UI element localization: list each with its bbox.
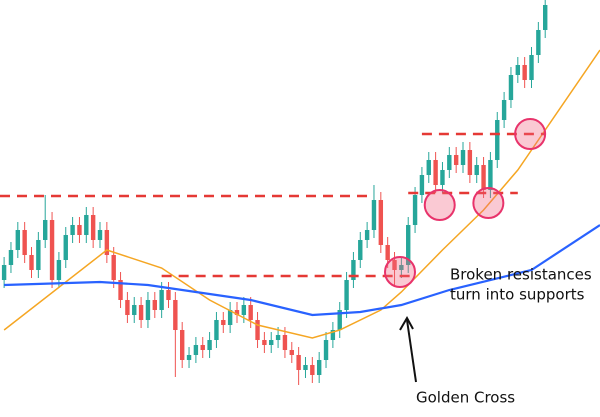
candle-body xyxy=(371,200,377,230)
candle-body xyxy=(234,310,240,315)
candle-body xyxy=(426,160,431,175)
highlight xyxy=(384,256,416,288)
candle-body xyxy=(70,225,75,235)
candle-body xyxy=(364,230,370,240)
candle-body xyxy=(84,215,89,235)
candle-body xyxy=(316,360,322,375)
candle-body xyxy=(385,245,390,260)
candle-body xyxy=(77,225,82,235)
candle-body xyxy=(310,365,315,375)
candle-body xyxy=(303,365,308,370)
plot-area xyxy=(0,0,600,385)
candle-body xyxy=(8,250,14,265)
candle-body xyxy=(63,235,68,260)
candle-body xyxy=(460,150,466,165)
candle-body xyxy=(132,305,137,315)
candle-body xyxy=(125,300,130,315)
candle-body xyxy=(330,330,336,340)
candle-body xyxy=(15,230,21,250)
candle-body xyxy=(36,240,41,270)
candle-body xyxy=(344,280,349,310)
candle-body xyxy=(412,195,418,225)
candle-body xyxy=(166,290,171,300)
candle-body xyxy=(440,170,445,185)
candle-body xyxy=(433,160,438,185)
candle-body xyxy=(138,305,144,320)
candle-body xyxy=(378,200,384,245)
candle-body xyxy=(248,305,253,320)
candle-body xyxy=(56,260,62,280)
arrow-head xyxy=(399,315,414,331)
candle-body xyxy=(214,320,219,340)
candle-body xyxy=(495,120,500,160)
candle-body xyxy=(227,310,233,325)
candle-body xyxy=(351,260,356,280)
candle-body xyxy=(296,355,301,370)
candle-body xyxy=(358,240,363,260)
candle-body xyxy=(179,330,185,360)
candle-body xyxy=(49,220,55,280)
candle-body xyxy=(419,175,425,195)
candle-body xyxy=(152,300,157,310)
annotation: turn into supports xyxy=(450,286,585,304)
candle-body xyxy=(501,100,507,120)
candle-body xyxy=(145,300,151,320)
candle-body xyxy=(282,335,288,350)
candle-body xyxy=(474,165,479,175)
candle-body xyxy=(255,320,260,340)
candle-body xyxy=(536,30,541,55)
candle-body xyxy=(481,165,486,190)
candle-body xyxy=(515,65,521,75)
candle-body xyxy=(173,300,178,330)
candle-body xyxy=(275,335,281,340)
candle-body xyxy=(508,75,514,100)
candle-body xyxy=(488,160,493,190)
candle-body xyxy=(1,265,7,280)
candle-body xyxy=(453,155,459,165)
annotation: Broken resistances xyxy=(450,266,592,284)
candle-body xyxy=(104,230,110,255)
annotation: Golden Cross xyxy=(416,389,515,407)
candle-body xyxy=(522,65,527,80)
candle-body xyxy=(323,340,329,360)
candle-body xyxy=(269,340,274,345)
candle-body xyxy=(337,310,342,330)
highlight xyxy=(514,118,547,150)
candle-body xyxy=(447,155,452,170)
candle-body xyxy=(97,230,103,240)
candle-body xyxy=(118,280,123,300)
candle-body xyxy=(543,5,548,30)
moving-average xyxy=(3,49,600,339)
candle-body xyxy=(467,150,473,175)
candle-body xyxy=(111,255,116,280)
candle-body xyxy=(529,55,534,80)
candle-body xyxy=(241,305,247,315)
candle-body xyxy=(159,290,164,310)
candle-body xyxy=(399,265,404,270)
candle-body xyxy=(43,220,48,240)
candle-body xyxy=(392,260,397,270)
arrow xyxy=(406,319,417,383)
candle-body xyxy=(207,340,212,350)
candle-body xyxy=(90,215,96,240)
candle-body xyxy=(200,345,205,350)
candle-body xyxy=(262,340,267,345)
candle-body xyxy=(221,320,226,325)
candle-body xyxy=(289,350,294,355)
highlight xyxy=(472,187,505,219)
highlight xyxy=(423,189,456,221)
candle-body xyxy=(29,255,34,270)
candle-body xyxy=(22,230,27,255)
candle-body xyxy=(193,345,199,355)
candle-body xyxy=(406,225,411,265)
moving-average xyxy=(4,224,600,317)
candle-body xyxy=(186,355,192,360)
